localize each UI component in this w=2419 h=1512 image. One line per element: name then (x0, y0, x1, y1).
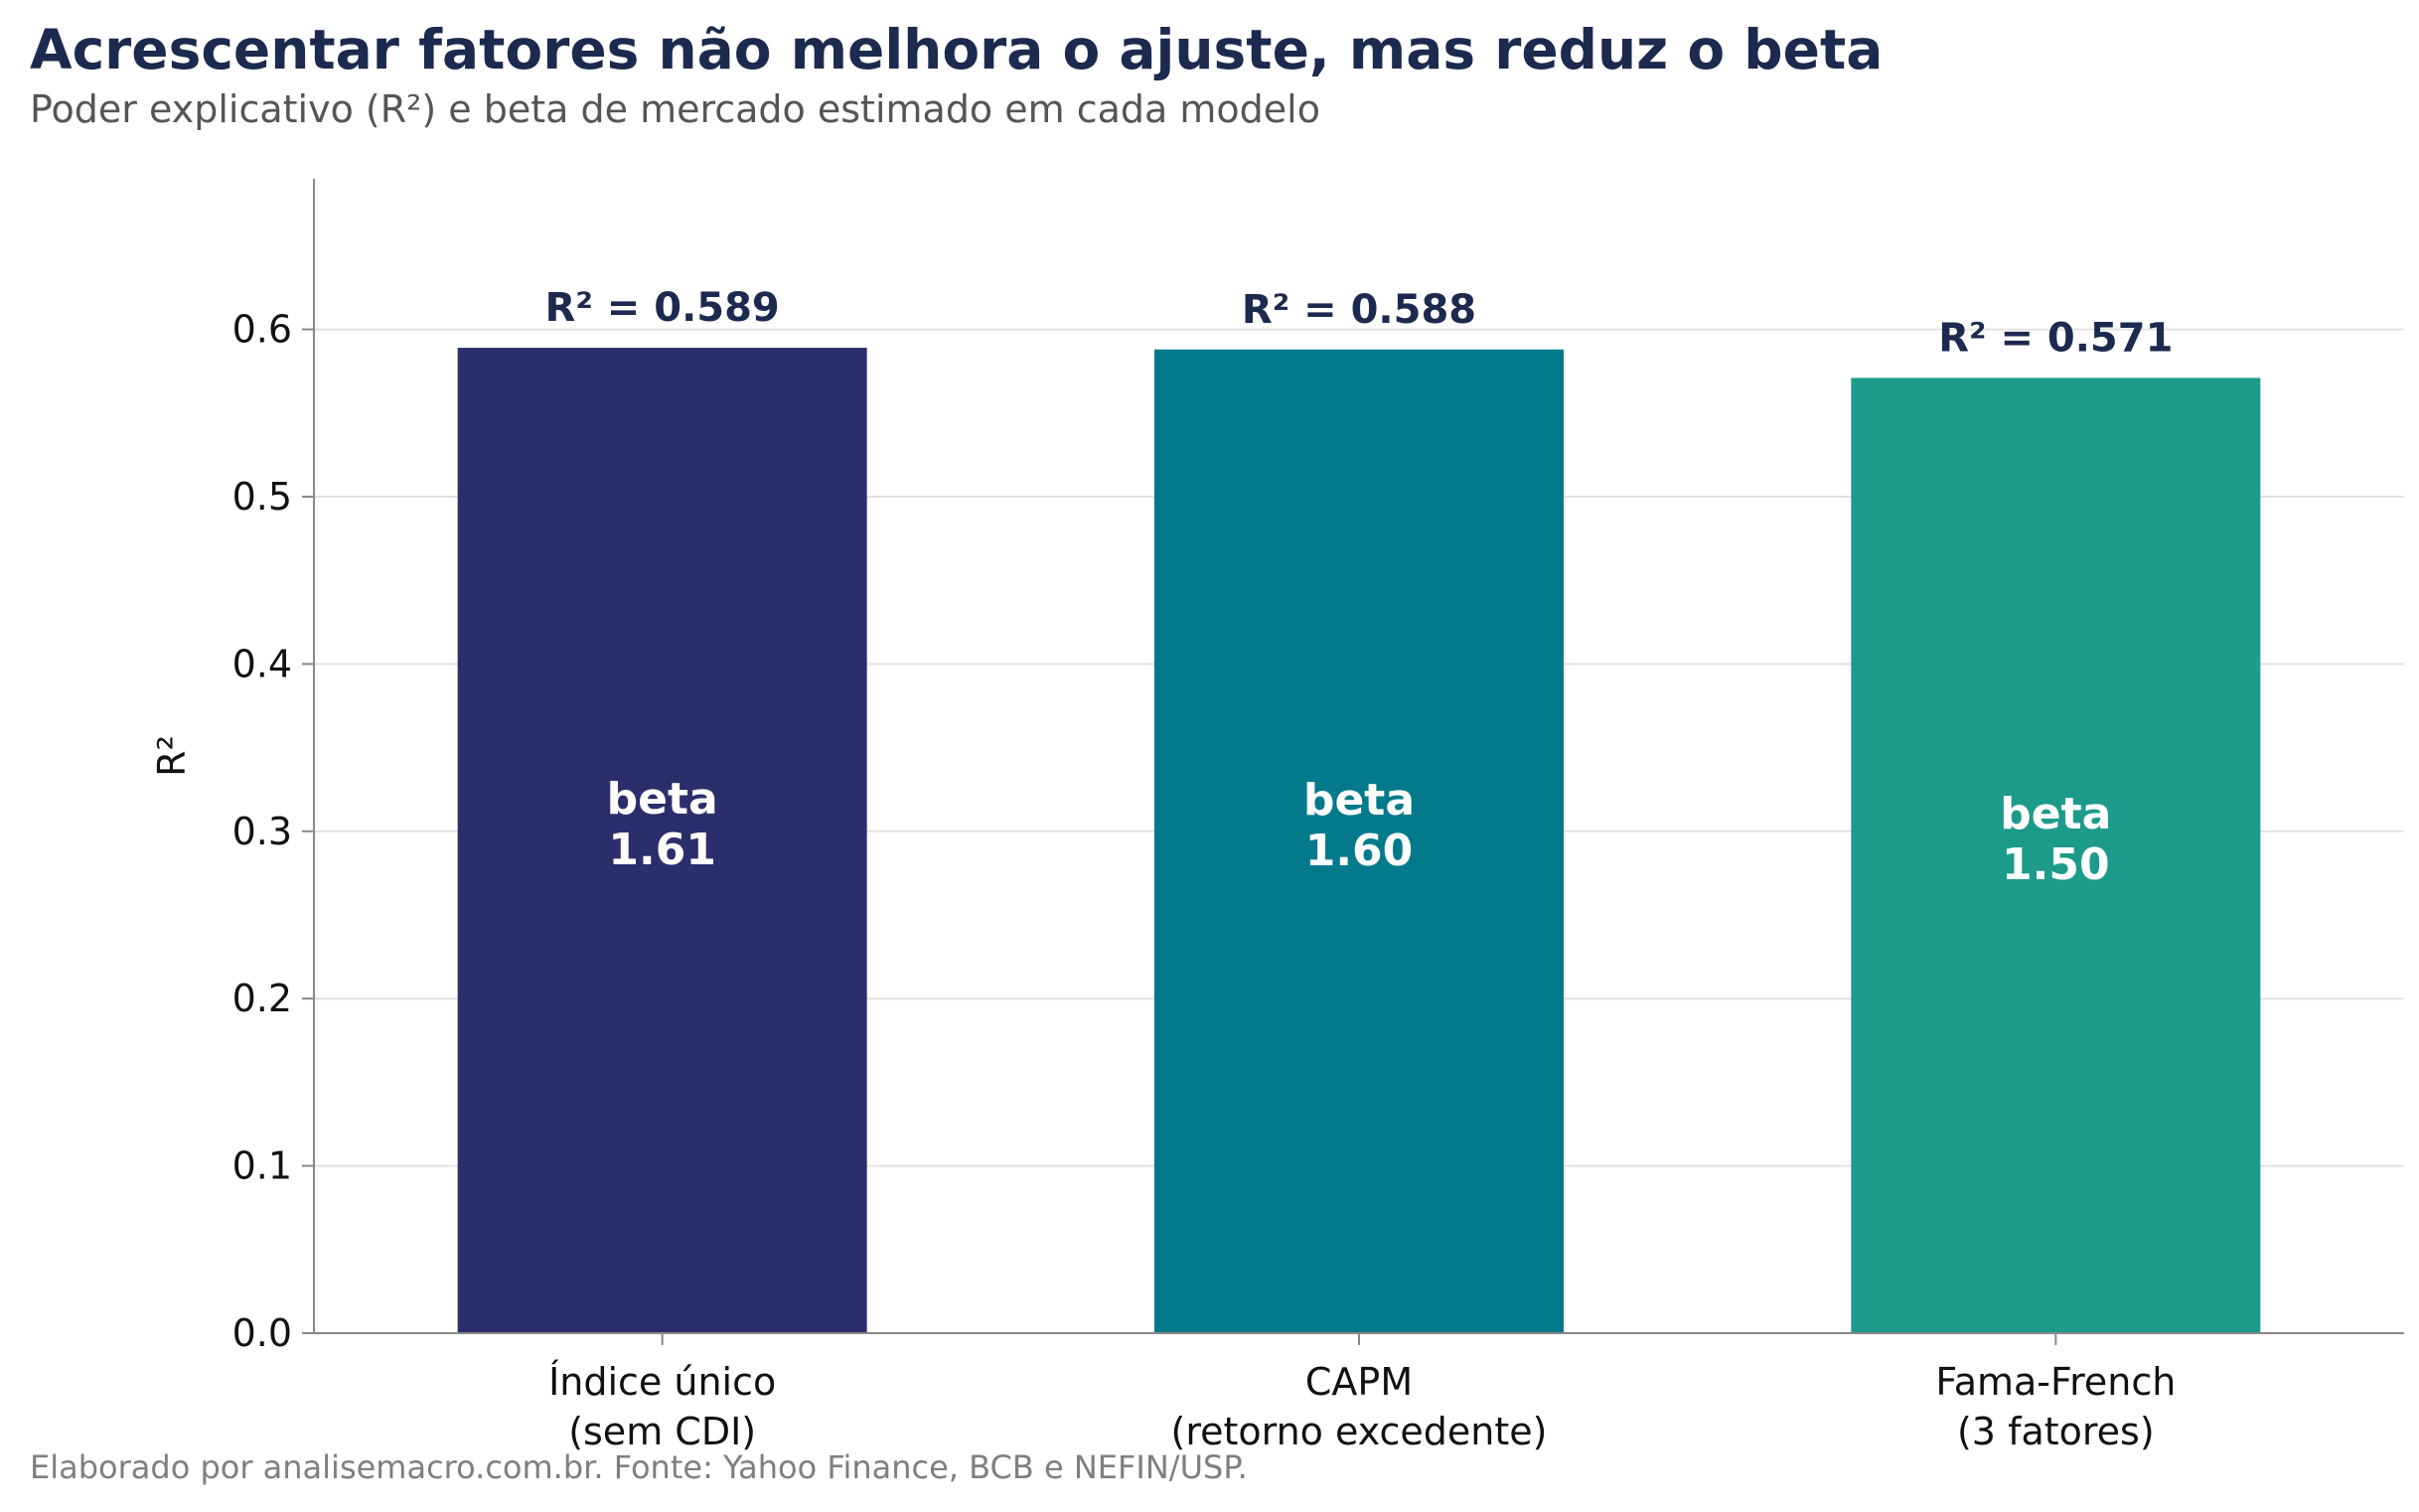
chart-subtitle: Poder explicativo (R²) e beta de mercado… (30, 87, 1320, 131)
bar (1851, 378, 2261, 1333)
x-tick-label: CAPM (1305, 1360, 1413, 1404)
x-tick-label: (3 fatores) (1957, 1410, 2155, 1453)
bar-value-label: R² = 0.589 (545, 285, 780, 331)
beta-label: beta (1303, 775, 1415, 826)
beta-label: beta (607, 774, 718, 825)
x-tick-label: (retorno excedente) (1171, 1410, 1548, 1453)
y-tick-label: 0.0 (232, 1311, 292, 1355)
bar-value-label: R² = 0.588 (1242, 287, 1476, 333)
bar-value-label: R² = 0.571 (1938, 315, 2173, 361)
y-tick-label: 0.5 (232, 475, 292, 519)
y-axis-title: R² (150, 735, 194, 777)
y-tick-label: 0.6 (232, 308, 292, 352)
x-tick-label: Índice único (548, 1360, 776, 1404)
chart-title: Acrescentar fatores não melhora o ajuste… (30, 18, 1884, 81)
source-note: Elaborado por analisemacro.com.br. Fonte… (30, 1448, 1248, 1486)
bar (457, 348, 867, 1333)
y-tick-label: 0.4 (232, 642, 292, 685)
y-tick-label: 0.3 (232, 810, 292, 853)
x-tick-label: Fama-French (1935, 1360, 2176, 1404)
axes: 0.0 0.1 0.2 0.3 0.4 0.5 0.6 Índice único (sem CD… (150, 179, 2404, 1453)
beta-value-label: 1.50 (2002, 839, 2110, 890)
y-tick-label: 0.2 (232, 977, 292, 1020)
y-tick-label: 0.1 (232, 1144, 292, 1188)
beta-value-label: 1.60 (1305, 826, 1414, 876)
beta-value-label: 1.61 (608, 825, 716, 875)
bar (1154, 349, 1564, 1333)
bars (457, 348, 2261, 1333)
x-tick-label: (sem CDI) (568, 1410, 756, 1453)
beta-label: beta (2000, 789, 2111, 839)
